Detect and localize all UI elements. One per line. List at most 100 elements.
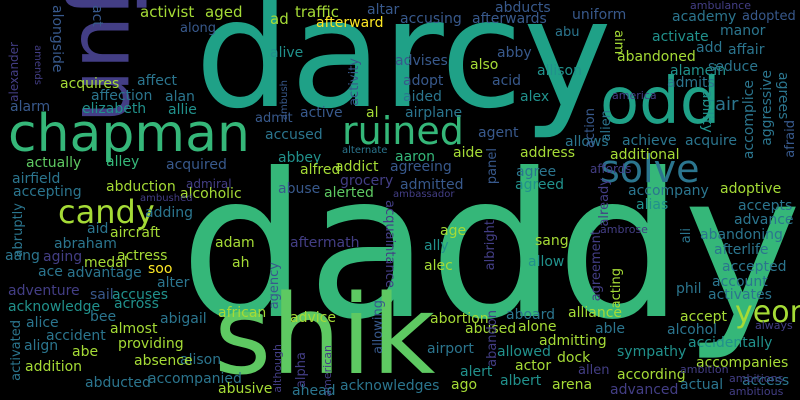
word-affords: affords [590, 162, 632, 176]
word-odd: odd [600, 65, 721, 139]
word-aide: aide [453, 145, 483, 161]
word-albright: albright [483, 220, 498, 271]
word-advice: advice [290, 310, 336, 326]
word-admitted: admitted [400, 177, 464, 193]
word-admit: admit [255, 111, 293, 126]
word-abe: abe [72, 344, 99, 360]
word-agreement: agreement [589, 230, 604, 302]
word-although: although [271, 344, 284, 393]
word-ambush: ambush [279, 80, 290, 121]
word-african: african [218, 305, 267, 321]
word-agreed: agreed [515, 177, 565, 193]
word-ace: ace [38, 264, 63, 280]
word-allowing: allowing [371, 300, 386, 354]
word-adopted: adopted [742, 9, 796, 24]
word-alexander: alexander [7, 42, 21, 102]
word-abigail: abigail [160, 311, 207, 327]
word-daddy: daddy [180, 131, 800, 364]
word-air: air [715, 94, 739, 115]
word-alan: alan [165, 89, 195, 105]
word-across: across [114, 296, 159, 312]
word-actress: actress [117, 248, 168, 264]
word-acting: acting [609, 268, 624, 309]
word-aggressive: aggressive [759, 70, 775, 146]
word-already: already [597, 178, 612, 227]
word-providing: providing [118, 336, 184, 352]
word-aged: aged [205, 3, 243, 21]
word-acid: acid [492, 73, 522, 89]
word-afraid: afraid [783, 120, 798, 158]
word-also: also [470, 57, 499, 73]
word-phil: phil [676, 281, 702, 297]
word-alex: alex [520, 89, 550, 105]
word-abby: abby [497, 45, 532, 61]
word-ali: ali [679, 228, 694, 244]
word-medal: medal [84, 255, 128, 271]
word-alien: alien [599, 110, 614, 142]
word-alarm: alarm [10, 99, 51, 115]
word-absence: absence [134, 353, 193, 369]
word-allen: allen [578, 363, 610, 378]
word-manor: manor [720, 23, 766, 39]
word-advanced: advanced [610, 382, 679, 398]
word-america: america [612, 89, 657, 102]
word-active: active [300, 105, 343, 121]
word-acquires: acquires [60, 76, 120, 92]
word-traffic: traffic [295, 3, 339, 21]
word-adam: adam [215, 235, 255, 251]
word-altar: altar [367, 2, 400, 18]
word-ambassador: ambassador [393, 189, 455, 200]
word-addition: addition [25, 359, 83, 375]
word-alternate: alternate [342, 145, 388, 156]
word-candy: candy [58, 193, 155, 231]
word-agent: agent [478, 125, 519, 141]
word-adding: adding [145, 205, 194, 221]
word-airplane: airplane [405, 105, 463, 121]
word-aang: aang [5, 248, 40, 264]
word-aboard: aboard [506, 307, 556, 323]
word-accused: accused [265, 127, 323, 143]
word-shik: shik [214, 271, 436, 399]
word-abducted: abducted [85, 375, 151, 391]
word-alias: alias [636, 197, 669, 213]
word-accidentally: accidentally [688, 335, 773, 351]
word-alongside: alongside [49, 5, 65, 73]
word-addict: addict [335, 159, 379, 175]
word-activity: activity [347, 58, 362, 106]
word-accept: accept [680, 309, 727, 325]
word-alcohol: alcohol [667, 322, 718, 338]
word-acquired: acquired [166, 157, 227, 173]
word-alive: alive [270, 45, 304, 61]
word-accomplice: accomplice [741, 80, 757, 160]
word-alice: alice [26, 315, 59, 331]
word-abbey: abbey [278, 150, 322, 166]
word-al: al [366, 105, 379, 121]
word-allows: allows [565, 134, 609, 150]
word-activist: activist [140, 3, 195, 21]
word-afterlife: afterlife [714, 242, 769, 258]
word-aided: aided [403, 89, 442, 105]
word-access: access [742, 373, 790, 389]
word-sail: sail [90, 287, 114, 303]
word-along: along [180, 21, 217, 36]
word-ago: ago [451, 377, 478, 393]
word-accompany: accompany [628, 183, 709, 199]
word-aftermath: aftermath [290, 235, 360, 251]
word-solve: solve [600, 147, 700, 191]
word-agree: agree [516, 164, 557, 180]
word-aircraft: aircraft [110, 225, 161, 241]
word-afterwards: afterwards [472, 11, 547, 27]
word-agreeing: agreeing [390, 159, 452, 175]
word-albert: albert [500, 373, 542, 389]
word-alamein: alamein [670, 63, 727, 79]
word-ambushed: ambushed [140, 193, 193, 204]
word-alliance: alliance [568, 305, 623, 321]
word-advises: advises [395, 53, 448, 69]
word-affection: affection [91, 88, 153, 104]
word-activated: activated [9, 320, 24, 381]
word-always: always [755, 319, 793, 332]
word-allison: allison [537, 63, 582, 79]
word-accompanied: accompanied [148, 371, 242, 387]
word-accident: accident [46, 328, 106, 344]
word-abducts: abducts [495, 0, 551, 16]
